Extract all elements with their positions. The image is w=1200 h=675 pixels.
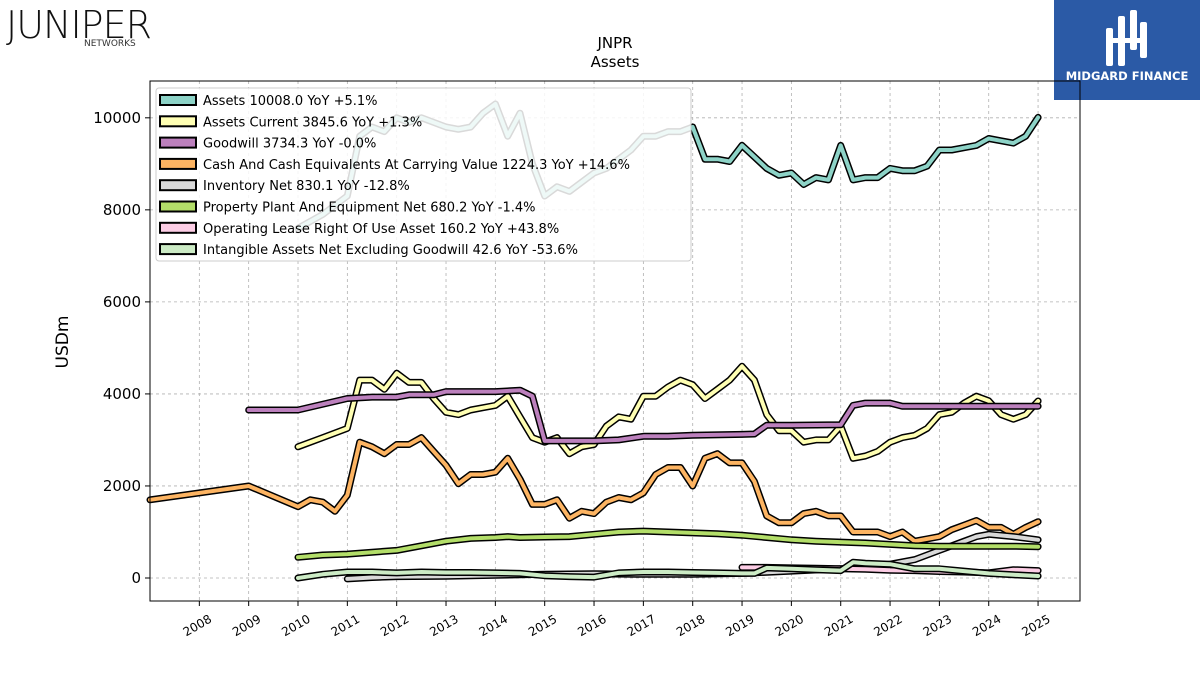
x-tick-label: 2015	[526, 612, 559, 639]
series-5	[294, 527, 1042, 561]
legend-label: Assets 10008.0 YoY +5.1%	[203, 94, 378, 109]
y-tick-label: 10000	[93, 109, 141, 127]
x-tick-label: 2010	[279, 612, 312, 639]
legend-swatch	[159, 136, 197, 149]
series-line	[296, 560, 1041, 580]
x-tick-label: 2016	[575, 612, 608, 639]
y-axis-label: USDm	[53, 316, 73, 369]
y-tick-label: 0	[131, 569, 141, 587]
y-tick-label: 6000	[103, 293, 141, 311]
x-tick-label: 2025	[1019, 612, 1052, 639]
series-1	[294, 362, 1042, 462]
series-lines	[146, 100, 1042, 583]
legend-swatch	[159, 94, 197, 106]
x-tick-label: 2018	[674, 612, 707, 639]
midgard-logo-text: MIDGARD FINANCE	[1066, 69, 1189, 83]
legend-item: Goodwill 3734.3 YoY -0.0%	[159, 136, 376, 152]
x-tick-label: 2009	[230, 612, 263, 639]
legend-swatch	[159, 115, 197, 128]
chart-subtitle: Assets	[591, 53, 640, 71]
x-tick-label: 2017	[625, 612, 658, 639]
x-tick-label: 2019	[723, 612, 756, 639]
x-tick-label: 2013	[427, 612, 460, 639]
legend-swatch	[159, 221, 197, 234]
legend-item: Assets Current 3845.6 YoY +1.3%	[159, 115, 422, 130]
x-tick-label: 2011	[329, 612, 362, 639]
legend: Assets 10008.0 YoY +5.1% Assets Current 3…	[155, 87, 692, 262]
legend-item: Operating Lease Right Of Use Asset 160.2…	[159, 221, 559, 237]
x-tick-label: 2022	[871, 612, 904, 639]
legend-swatch	[159, 243, 197, 256]
x-tick-label: 2020	[773, 612, 806, 639]
y-tick-label: 4000	[103, 385, 141, 403]
series-line	[296, 364, 1041, 461]
juniper-logo: JUNIPER NETWORKS	[4, 2, 164, 52]
legend-swatch	[159, 200, 197, 213]
legend-swatch	[159, 157, 197, 170]
legend-box	[155, 87, 692, 262]
legend-item: Property Plant And Equipment Net 680.2 Y…	[159, 200, 536, 216]
juniper-logo-subtext: NETWORKS	[84, 39, 136, 49]
legend-item: Inventory Net 830.1 YoY -12.8%	[159, 179, 410, 194]
series-line	[296, 529, 1041, 560]
series-3	[146, 434, 1042, 545]
x-tick-label: 2021	[822, 612, 855, 639]
x-tick-label: 2024	[970, 612, 1003, 639]
y-tick-label: 8000	[103, 201, 141, 219]
series-7	[294, 558, 1042, 582]
series-line	[148, 435, 1041, 544]
y-tick-label: 2000	[103, 477, 141, 495]
legend-label: Cash And Cash Equivalents At Carrying Va…	[203, 158, 630, 173]
legend-swatch	[159, 179, 197, 192]
plot-frame	[149, 80, 1081, 602]
x-tick-label: 2023	[921, 612, 954, 639]
x-tick-label: 2012	[378, 612, 411, 639]
legend-label: Goodwill 3734.3 YoY -0.0%	[203, 137, 376, 152]
legend-label: Intangible Assets Net Excluding Goodwill…	[203, 243, 578, 258]
juniper-logo-mark: JUNIPER NETWORKS	[6, 3, 152, 49]
series-2	[245, 386, 1042, 445]
midgard-finance-logo: MIDGARD FINANCE	[1054, 0, 1200, 100]
legend-label: Assets Current 3845.6 YoY +1.3%	[203, 115, 422, 130]
legend-label: Inventory Net 830.1 YoY -12.8%	[203, 179, 410, 194]
midgard-emblem-icon	[1106, 10, 1147, 66]
legend-label: Operating Lease Right Of Use Asset 160.2…	[203, 222, 559, 237]
series-line	[246, 388, 1041, 443]
legend-item: Intangible Assets Net Excluding Goodwill…	[159, 243, 578, 258]
legend-item: Assets 10008.0 YoY +5.1%	[159, 94, 378, 109]
x-tick-label: 2014	[477, 612, 510, 639]
legend-item: Cash And Cash Equivalents At Carrying Va…	[159, 157, 630, 173]
midgard-logo-mark: MIDGARD FINANCE	[1066, 10, 1189, 83]
legend-label: Property Plant And Equipment Net 680.2 Y…	[203, 201, 536, 216]
chart-title: JNPR	[596, 34, 632, 52]
x-tick-label: 2008	[181, 612, 214, 639]
juniper-logo-text: JUNIPER	[6, 3, 151, 47]
